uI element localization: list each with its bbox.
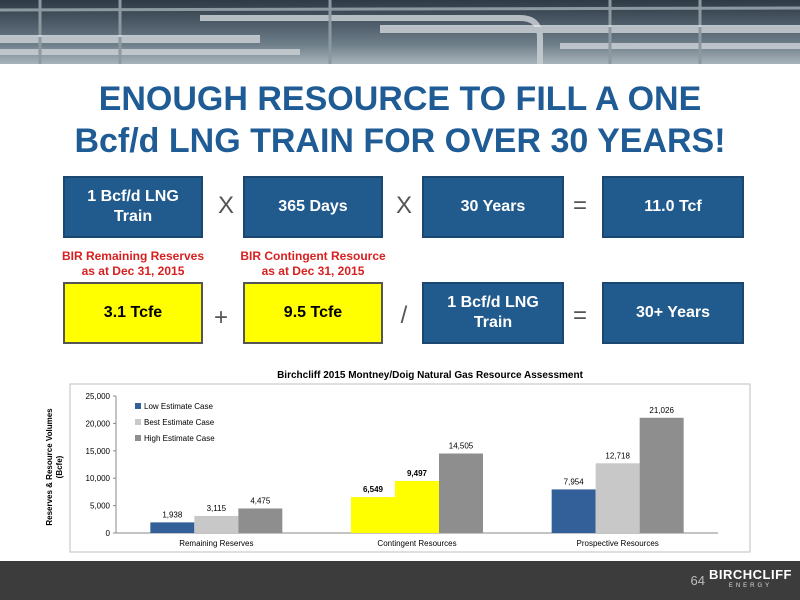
y-tick-label: 25,000 — [86, 392, 111, 401]
legend-entry: Best Estimate Case — [144, 418, 215, 427]
chart-frame — [69, 383, 751, 553]
y-tick-label: 5,000 — [90, 502, 111, 511]
equals-operator-2: = — [572, 302, 587, 329]
lng-train-box: 1 Bcf/d LNG Train — [63, 176, 203, 238]
bar-value-label: 6,549 — [363, 485, 384, 494]
bar — [439, 453, 483, 533]
bar-value-label: 14,505 — [449, 442, 474, 451]
y-tick-label: 20,000 — [86, 419, 111, 428]
footer-bar: 64 BIRCHCLIFF ENERGY — [0, 561, 800, 600]
days-box: 365 Days — [243, 176, 383, 238]
lng-train-2-line-2: Train — [473, 314, 513, 331]
title-line-2: Bcf/d LNG TRAIN FOR OVER 30 YEARS! — [74, 122, 726, 160]
y-tick-label: 0 — [106, 529, 111, 538]
bar-value-label: 12,718 — [605, 451, 630, 460]
reserves-tcfe-box: 3.1 Tcfe — [63, 282, 203, 344]
legend-swatch — [135, 435, 141, 441]
lng-train-line-1: 1 Bcf/d LNG — [87, 188, 179, 205]
bar — [595, 463, 640, 533]
contingent-tcfe-box: 9.5 Tcfe — [243, 282, 383, 344]
x-category-label: Contingent Resources — [377, 539, 456, 548]
bar-value-label: 1,938 — [162, 510, 183, 519]
reserves-label: BIR Remaining Reserves as at Dec 31, 201… — [43, 249, 223, 279]
y-tick-label: 10,000 — [86, 474, 111, 483]
bar-value-label: 4,475 — [250, 496, 271, 505]
bar-value-label: 3,115 — [207, 504, 227, 513]
legend-entry: Low Estimate Case — [144, 402, 213, 411]
bar — [351, 497, 395, 533]
chart-y-axis-label: Reserves & Resource Volumes (Bcfe) — [45, 387, 65, 547]
reserves-label-line-1: BIR Remaining Reserves — [61, 249, 205, 263]
years-box: 30 Years — [422, 176, 564, 238]
page-number: 64 — [690, 573, 705, 588]
reserves-tcfe-value: 3.1 Tcfe — [103, 304, 163, 321]
birchcliff-logo: BIRCHCLIFF ENERGY — [709, 568, 792, 591]
slide-title: ENOUGH RESOURCE TO FILL A ONE Bcf/d LNG … — [0, 78, 800, 162]
chart-title: Birchcliff 2015 Montney/Doig Natural Gas… — [277, 370, 583, 381]
multiply-operator-2: X — [395, 192, 412, 219]
bar — [551, 489, 596, 533]
y-tick-label: 15,000 — [86, 447, 111, 456]
x-category-label: Remaining Reserves — [179, 539, 253, 548]
contingent-tcfe-value: 9.5 Tcfe — [283, 304, 343, 321]
contingent-label: BIR Contingent Resource as at Dec 31, 20… — [223, 249, 403, 279]
y-axis-label-line-1: Reserves & Resource Volumes — [45, 408, 54, 526]
bar — [150, 522, 195, 533]
legend-swatch — [135, 419, 141, 425]
bar-value-label: 7,954 — [564, 477, 585, 486]
years-result-box: 30+ Years — [602, 282, 744, 344]
bar — [238, 508, 283, 533]
equals-operator-1: = — [572, 192, 587, 219]
years-value: 30 Years — [460, 198, 526, 215]
legend-swatch — [135, 403, 141, 409]
lng-train-box-2: 1 Bcf/d LNG Train — [422, 282, 564, 344]
logo-name: BIRCHCLIFF — [709, 567, 792, 582]
y-axis-label-line-2: (Bcfe) — [55, 455, 64, 479]
lng-train-line-2: Train — [113, 208, 153, 225]
lng-train-2-line-1: 1 Bcf/d LNG — [447, 294, 539, 311]
bar-value-label: 21,026 — [649, 406, 674, 415]
logo-subtitle: ENERGY — [728, 583, 773, 589]
reserves-label-line-2: as at Dec 31, 2015 — [81, 264, 185, 278]
legend-entry: High Estimate Case — [144, 434, 215, 443]
bar — [639, 417, 684, 533]
plus-operator: + — [213, 304, 228, 331]
multiply-operator-1: X — [217, 192, 234, 219]
years-result-value: 30+ Years — [635, 304, 710, 321]
divide-operator: / — [400, 302, 408, 329]
header-banner-image — [0, 0, 800, 64]
contingent-label-line-1: BIR Contingent Resource — [240, 249, 386, 263]
total-tcf-box: 11.0 Tcf — [602, 176, 744, 238]
total-tcf-value: 11.0 Tcf — [644, 198, 702, 215]
pipeline-illustration — [0, 0, 800, 64]
bar-value-label: 9,497 — [407, 469, 428, 478]
title-line-1: ENOUGH RESOURCE TO FILL A ONE — [98, 80, 702, 118]
days-value: 365 Days — [278, 198, 348, 215]
bar — [194, 515, 239, 533]
contingent-label-line-2: as at Dec 31, 2015 — [261, 264, 365, 278]
bar — [395, 480, 439, 533]
x-category-label: Prospective Resources — [577, 539, 659, 548]
